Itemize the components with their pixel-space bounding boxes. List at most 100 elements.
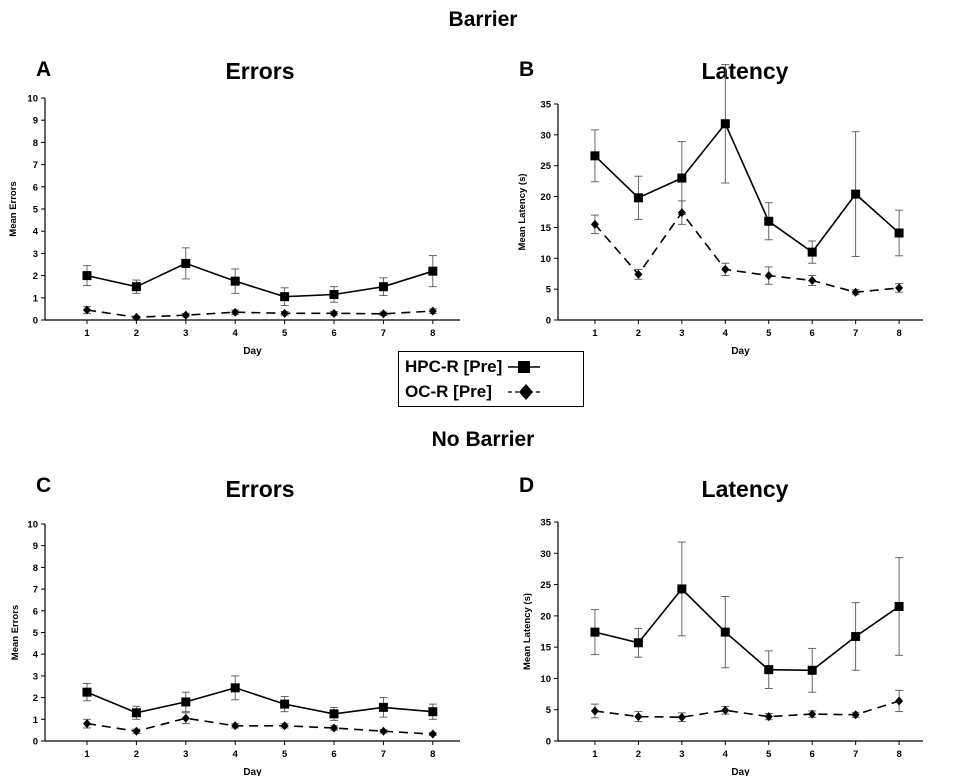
y-tick-label: 5 <box>33 628 39 639</box>
y-tick-label: 25 <box>540 580 551 591</box>
series-line-hpc <box>86 686 433 715</box>
panel-letter: A <box>36 58 52 81</box>
y-tick-label: 0 <box>546 737 551 748</box>
panel-letter: D <box>519 474 535 497</box>
data-point-oc <box>895 283 904 293</box>
data-point-hpc <box>428 707 438 717</box>
y-tick-label: 35 <box>540 100 551 111</box>
x-tick-label: 3 <box>183 749 188 760</box>
y-tick-label: 9 <box>33 116 38 127</box>
data-point-hpc <box>590 151 600 161</box>
data-point-hpc <box>764 665 774 675</box>
y-tick-label: 3 <box>33 671 38 682</box>
data-point-hpc <box>378 702 388 712</box>
x-tick-label: 1 <box>592 749 598 760</box>
x-tick-label: 3 <box>183 328 188 339</box>
data-point-oc <box>428 306 437 316</box>
x-tick-label: 4 <box>233 328 239 339</box>
data-point-oc <box>231 307 240 317</box>
data-point-hpc <box>677 173 687 183</box>
panel-title: Errors <box>225 476 295 502</box>
data-point-oc <box>231 721 240 731</box>
x-tick-label: 7 <box>381 328 386 339</box>
y-tick-label: 4 <box>33 650 39 661</box>
x-tick-label: 8 <box>430 328 435 339</box>
data-point-oc <box>330 723 339 733</box>
series-line-oc <box>594 211 900 294</box>
y-tick-label: 10 <box>27 520 38 531</box>
data-point-oc <box>677 208 686 218</box>
x-tick-label: 7 <box>853 328 858 339</box>
data-point-oc <box>379 726 388 736</box>
data-point-hpc <box>807 247 817 257</box>
x-tick-label: 2 <box>134 328 139 339</box>
y-tick-label: 3 <box>33 249 38 260</box>
y-tick-label: 10 <box>27 94 38 105</box>
data-point-hpc <box>633 193 643 203</box>
x-tick-label: 7 <box>381 749 386 760</box>
x-tick-label: 6 <box>810 749 815 760</box>
legend-item-oc: OC-R [Pre] <box>405 380 542 404</box>
x-tick-label: 8 <box>896 749 901 760</box>
y-tick-label: 0 <box>546 316 551 327</box>
x-tick-label: 5 <box>766 749 772 760</box>
data-point-hpc <box>82 271 92 281</box>
data-point-oc <box>379 309 388 319</box>
data-point-oc <box>808 276 817 286</box>
data-point-oc <box>280 308 289 318</box>
y-tick-label: 35 <box>540 518 551 529</box>
y-tick-label: 1 <box>33 293 39 304</box>
y-tick-label: 4 <box>33 227 39 238</box>
data-point-hpc <box>633 638 643 648</box>
x-tick-label: 1 <box>84 328 90 339</box>
data-point-hpc <box>230 276 240 286</box>
data-point-hpc <box>131 708 141 718</box>
y-tick-label: 7 <box>33 160 38 171</box>
y-axis-label: Mean Latency (s) <box>517 173 528 250</box>
x-tick-label: 4 <box>233 749 239 760</box>
x-axis-label: Day <box>731 767 750 776</box>
square-marker-icon <box>508 361 541 373</box>
y-tick-label: 5 <box>33 205 39 216</box>
data-point-oc <box>764 712 773 722</box>
x-tick-label: 2 <box>134 749 139 760</box>
legend: HPC-R [Pre] OC-R [Pre] <box>398 351 584 407</box>
data-point-hpc <box>329 709 339 719</box>
data-point-oc <box>82 305 91 315</box>
y-tick-label: 20 <box>540 192 551 203</box>
y-tick-label: 2 <box>33 693 38 704</box>
x-tick-label: 6 <box>331 749 336 760</box>
y-tick-label: 25 <box>540 161 551 172</box>
y-axis-label: Mean Errors <box>10 605 21 660</box>
data-point-oc <box>280 721 289 731</box>
data-point-oc <box>895 696 904 706</box>
data-point-oc <box>634 712 643 722</box>
data-point-hpc <box>280 292 290 302</box>
data-point-hpc <box>764 216 774 226</box>
series-line-hpc <box>594 587 900 672</box>
y-tick-label: 8 <box>33 138 38 149</box>
x-axis-label: Day <box>243 767 262 776</box>
section-title-barrier: Barrier <box>448 8 518 31</box>
data-point-hpc <box>720 119 730 129</box>
legend-label-oc: OC-R [Pre] <box>405 382 492 401</box>
data-point-hpc <box>894 601 904 611</box>
data-point-hpc <box>428 266 438 276</box>
data-point-hpc <box>807 665 817 675</box>
panel-title: Latency <box>701 58 789 84</box>
data-point-oc <box>764 271 773 281</box>
x-tick-label: 4 <box>723 749 729 760</box>
series-line-oc <box>86 309 433 319</box>
data-point-oc <box>132 312 141 322</box>
data-point-oc <box>428 729 437 739</box>
x-tick-label: 6 <box>331 328 336 339</box>
x-tick-label: 5 <box>766 328 772 339</box>
data-point-oc <box>590 706 599 716</box>
x-tick-label: 5 <box>282 328 288 339</box>
y-tick-label: 9 <box>33 541 38 552</box>
x-tick-label: 3 <box>679 749 684 760</box>
y-tick-label: 0 <box>33 737 38 748</box>
x-tick-label: 1 <box>84 749 90 760</box>
data-point-hpc <box>677 584 687 594</box>
